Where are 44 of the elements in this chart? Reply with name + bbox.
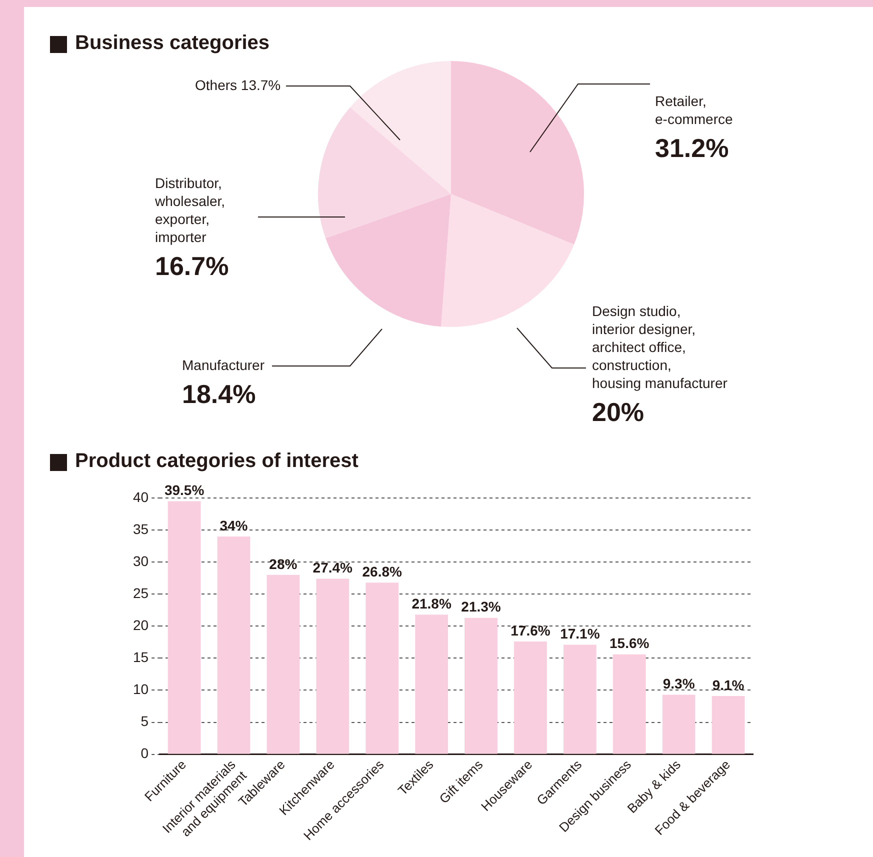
bar: [662, 694, 696, 754]
bar: [712, 696, 745, 754]
slice-label: Retailer, e-commerce: [655, 92, 734, 127]
y-tick-label: 20: [132, 617, 149, 634]
slice-label: Design studio, interior designer, architect office, construction, housing manufacturer: [592, 302, 728, 391]
data-label: 21.8%: [412, 595, 452, 612]
data-label: 39.5%: [164, 482, 205, 498]
chart-title: Product categories of interest: [75, 450, 358, 473]
bar: [514, 642, 547, 754]
slice-label: Others 13.7%: [195, 76, 281, 93]
chart-title: Business categories: [75, 32, 270, 55]
bar: [415, 614, 448, 754]
data-label: 21.3%: [461, 598, 502, 615]
data-label: 34%: [220, 517, 248, 534]
y-tick-label: 40: [132, 488, 149, 505]
data-label: 17.1%: [560, 626, 600, 642]
bar: [366, 582, 399, 754]
y-tick-label: 30: [132, 552, 149, 569]
data-label: 28%: [269, 556, 298, 572]
data-label: 31.2%: [655, 133, 729, 164]
y-tick-label: 0: [140, 745, 149, 762]
y-tick-label: 15: [132, 649, 149, 666]
bar: [612, 654, 646, 754]
slice-label: Distributor, wholesaler, exporter, importer: [154, 174, 226, 245]
data-label: 18.4%: [182, 379, 256, 410]
y-tick-label: 35: [132, 520, 149, 537]
bar: [266, 574, 300, 754]
y-tick-label: 10: [132, 681, 149, 698]
bar: [168, 501, 201, 754]
data-label: 15.6%: [610, 635, 650, 652]
data-label: 27.4%: [312, 560, 354, 576]
data-label: 9.3%: [662, 676, 696, 692]
bar: [464, 618, 498, 754]
data-label: 9.1%: [712, 676, 745, 693]
data-label: 17.6%: [510, 622, 551, 638]
bar: [316, 578, 350, 754]
y-tick-label: 25: [132, 584, 149, 601]
bar: [563, 644, 596, 754]
data-label: 26.8%: [362, 563, 403, 580]
data-label: 20%: [592, 397, 644, 428]
y-tick-label: 5: [140, 713, 149, 730]
slice-label: Manufacturer: [182, 356, 265, 373]
bar: [217, 536, 250, 754]
data-label: 16.7%: [155, 251, 229, 282]
